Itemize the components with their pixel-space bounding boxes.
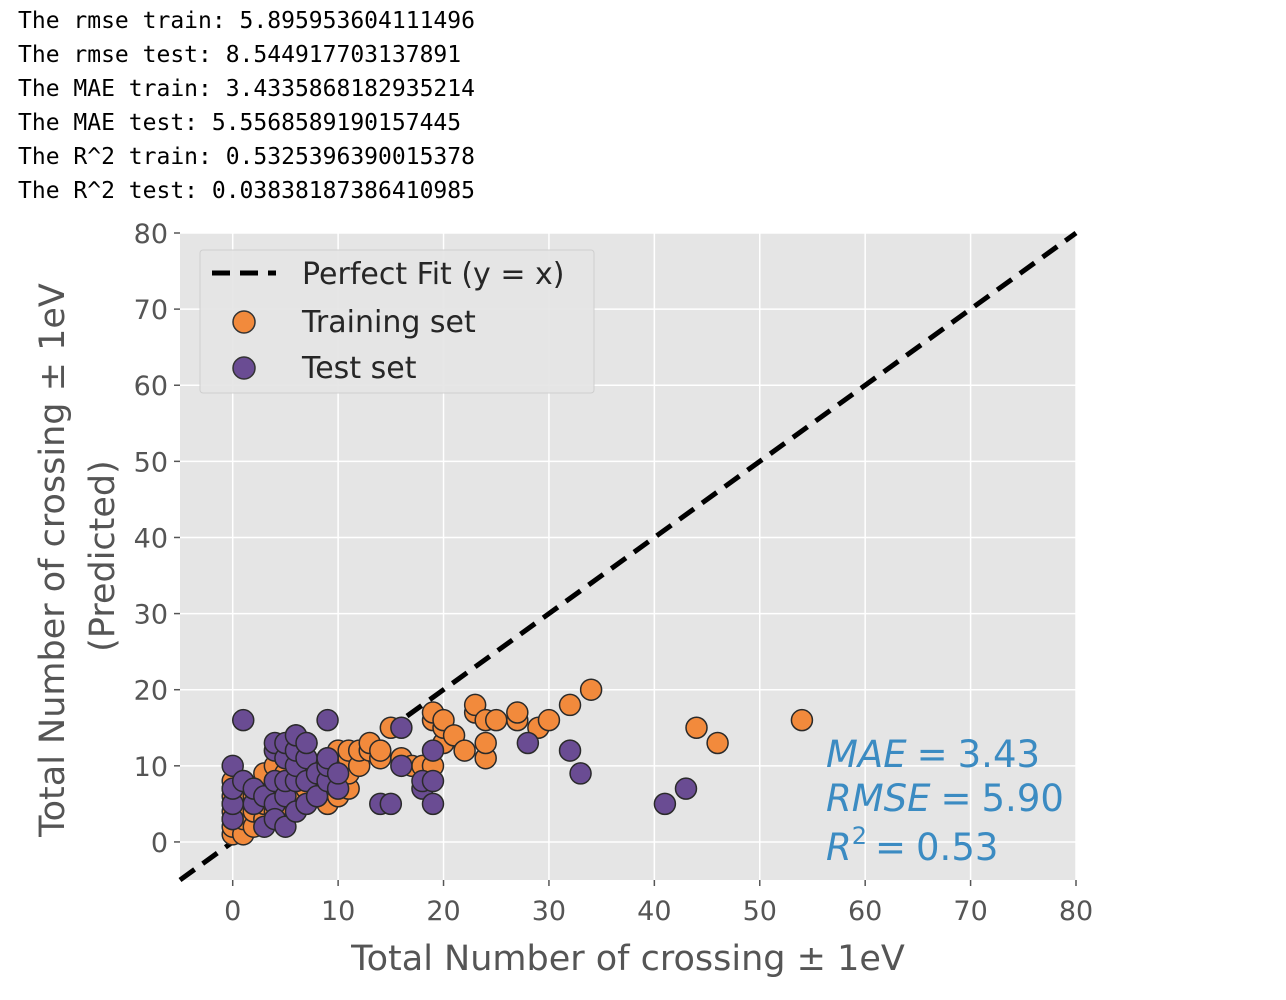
training-point <box>558 693 582 717</box>
test-point <box>653 792 677 816</box>
y-tick-label: 0 <box>151 828 168 859</box>
x-tick-label: 60 <box>848 896 882 927</box>
legend-label-perfect-fit: Perfect Fit (y = x) <box>302 257 564 292</box>
training-point <box>474 731 497 755</box>
training-point <box>706 731 729 755</box>
test-point <box>305 785 329 808</box>
x-tick-label: 40 <box>637 896 671 927</box>
training-point <box>442 724 466 747</box>
x-tick-label: 20 <box>426 896 460 927</box>
y-tick-label: 80 <box>134 219 168 250</box>
output-line: The rmse train: 5.895953604111496 <box>18 8 475 34</box>
rmse-label: RMSE <box>826 777 931 820</box>
test-point <box>326 762 350 785</box>
legend-swatch-test <box>232 356 256 380</box>
test-point <box>674 777 698 800</box>
y-tick-label: 70 <box>134 295 168 326</box>
rmse-equals: = <box>941 777 972 820</box>
r2-value: 0.53 <box>916 826 998 869</box>
test-point <box>421 792 445 816</box>
output-line: The MAE train: 3.4335868182935214 <box>18 76 475 102</box>
x-tick-label: 0 <box>224 896 241 927</box>
test-point <box>421 769 445 793</box>
test-point <box>231 708 255 732</box>
svg-text:R2=0.53: R2 = 0.53 <box>826 822 998 869</box>
test-point <box>569 762 592 785</box>
metrics-annotation: MAE = 3.43 RMSE = 5.90 R2 = 0.53 <box>826 733 1064 869</box>
r2-label: R <box>826 826 852 869</box>
test-point <box>379 792 403 816</box>
output-line: The R^2 train: 0.5325396390015378 <box>18 144 475 170</box>
output-line: The rmse test: 8.544917703137891 <box>18 42 462 68</box>
training-point <box>506 701 529 724</box>
y-axis-label-sub: (Predicted) <box>83 460 123 652</box>
test-point <box>390 754 413 778</box>
r2-superscript: 2 <box>852 822 867 850</box>
x-tick-label: 10 <box>321 896 355 927</box>
training-point <box>790 708 814 732</box>
svg-text:RMSE=5.90: RMSE = 5.90 <box>826 777 1064 820</box>
test-point <box>295 731 318 755</box>
legend-swatch-training <box>232 310 256 334</box>
test-point <box>221 754 244 778</box>
training-point <box>484 708 508 732</box>
rmse-value: 5.90 <box>982 777 1064 820</box>
training-point <box>369 739 392 762</box>
legend-label-test: Test set <box>301 351 417 386</box>
svg-text:MAE=3.43: MAE = 3.43 <box>826 733 1040 776</box>
training-point <box>579 678 603 701</box>
training-point <box>463 693 487 717</box>
mae-equals: = <box>917 733 948 776</box>
x-axis-label: Total Number of crossing ± 1eV <box>350 939 905 979</box>
mae-value: 3.43 <box>958 733 1040 776</box>
test-point <box>274 815 297 838</box>
training-point <box>432 708 455 732</box>
y-tick-label: 60 <box>134 371 168 402</box>
mae-label: MAE <box>826 733 907 776</box>
output-line: The R^2 test: 0.03838187386410985 <box>18 178 475 204</box>
x-tick-label: 80 <box>1059 896 1093 927</box>
test-point <box>421 739 445 762</box>
y-tick-label: 10 <box>134 752 168 783</box>
x-tick-label: 70 <box>953 896 987 927</box>
training-point <box>537 708 561 732</box>
test-set-points <box>221 708 698 838</box>
y-tick-label: 40 <box>134 523 168 554</box>
output-text: The rmse train: 5.895953604111496 The rms… <box>18 4 475 208</box>
legend-label-training: Training set <box>301 305 476 340</box>
y-tick-label: 20 <box>134 676 168 707</box>
training-point <box>685 716 708 740</box>
test-point <box>558 739 582 762</box>
x-tick-label: 50 <box>743 896 777 927</box>
test-point <box>316 746 339 770</box>
y-axis-label: Total Number of crossing ± 1eV <box>33 283 73 838</box>
x-tick-label: 30 <box>532 896 566 927</box>
test-point <box>316 708 339 732</box>
output-line: The MAE test: 5.5568589190157445 <box>18 110 462 136</box>
training-point <box>453 739 476 762</box>
r2-equals: = <box>875 826 906 869</box>
test-point <box>516 731 540 755</box>
axis-ticks: 0 10 20 30 40 50 60 70 80 0 10 20 30 40 50 60 70 80 <box>134 219 1094 927</box>
y-tick-label: 30 <box>134 600 168 631</box>
test-point <box>390 716 413 740</box>
legend: Perfect Fit (y = x) Training set Test se… <box>199 249 595 394</box>
y-tick-label: 50 <box>134 447 168 478</box>
